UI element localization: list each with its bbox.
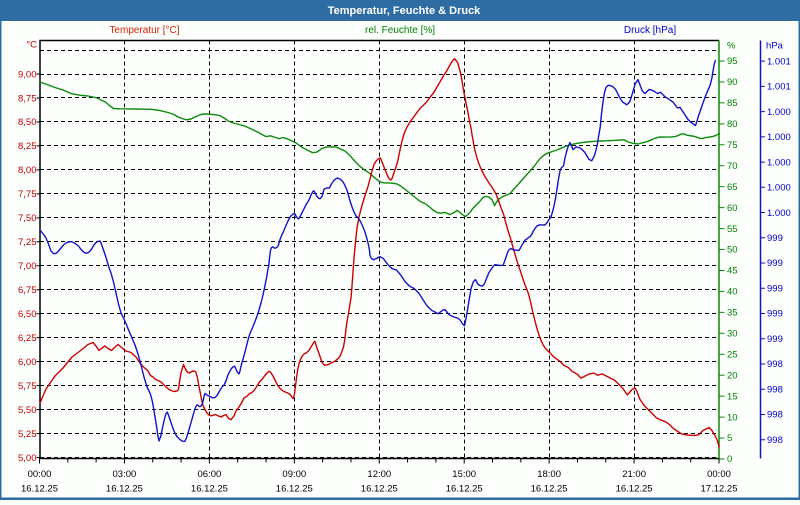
svg-text:70: 70 <box>727 161 738 172</box>
svg-text:85: 85 <box>727 98 738 109</box>
svg-text:7,50: 7,50 <box>18 213 37 224</box>
svg-text:1.000: 1.000 <box>767 157 791 168</box>
svg-text:06:00: 06:00 <box>198 469 222 480</box>
svg-text:999: 999 <box>767 258 783 269</box>
svg-text:8,25: 8,25 <box>18 141 37 152</box>
svg-text:°C: °C <box>26 40 37 51</box>
svg-text:25: 25 <box>727 350 738 361</box>
svg-text:1.000: 1.000 <box>767 183 791 194</box>
svg-text:95: 95 <box>727 56 738 67</box>
svg-text:5: 5 <box>727 433 732 444</box>
svg-text:7,75: 7,75 <box>18 189 37 200</box>
svg-text:12:00: 12:00 <box>367 469 391 480</box>
svg-text:%: % <box>727 41 736 52</box>
svg-text:50: 50 <box>727 245 738 256</box>
svg-text:Druck [hPa]: Druck [hPa] <box>624 25 676 36</box>
svg-text:16.12.25: 16.12.25 <box>21 484 58 495</box>
svg-text:Temperatur [°C]: Temperatur [°C] <box>109 25 179 36</box>
svg-text:5,00: 5,00 <box>18 453 37 464</box>
svg-text:16.12.25: 16.12.25 <box>531 484 568 495</box>
svg-text:03:00: 03:00 <box>113 469 137 480</box>
svg-text:60: 60 <box>727 203 738 214</box>
svg-text:0: 0 <box>727 454 732 465</box>
svg-text:999: 999 <box>767 233 783 244</box>
svg-text:30: 30 <box>727 329 738 340</box>
svg-text:15:00: 15:00 <box>452 469 476 480</box>
svg-text:80: 80 <box>727 119 738 130</box>
svg-text:998: 998 <box>767 435 783 446</box>
svg-text:09:00: 09:00 <box>282 469 306 480</box>
svg-text:6,50: 6,50 <box>18 309 37 320</box>
svg-text:16.12.25: 16.12.25 <box>446 484 483 495</box>
svg-text:16.12.25: 16.12.25 <box>361 484 398 495</box>
svg-text:40: 40 <box>727 287 738 298</box>
svg-text:10: 10 <box>727 412 738 423</box>
svg-text:999: 999 <box>767 309 783 320</box>
svg-text:998: 998 <box>767 385 783 396</box>
svg-text:hPa: hPa <box>766 41 784 52</box>
svg-text:8,75: 8,75 <box>18 93 37 104</box>
svg-text:00:00: 00:00 <box>28 469 52 480</box>
svg-text:21:00: 21:00 <box>622 469 646 480</box>
svg-text:5,50: 5,50 <box>18 405 37 416</box>
svg-text:16.12.25: 16.12.25 <box>191 484 228 495</box>
svg-text:998: 998 <box>767 359 783 370</box>
svg-text:55: 55 <box>727 224 738 235</box>
svg-text:1.000: 1.000 <box>767 107 791 118</box>
svg-text:5,25: 5,25 <box>18 429 37 440</box>
svg-text:16.12.25: 16.12.25 <box>616 484 653 495</box>
svg-text:6,00: 6,00 <box>18 357 37 368</box>
svg-text:15: 15 <box>727 391 738 402</box>
svg-text:8,50: 8,50 <box>18 117 37 128</box>
svg-text:Temperatur, Feuchte & Druck: Temperatur, Feuchte & Druck <box>328 5 481 17</box>
svg-text:9,00: 9,00 <box>18 69 37 80</box>
svg-text:90: 90 <box>727 77 738 88</box>
svg-text:1.001: 1.001 <box>767 56 791 67</box>
svg-text:rel. Feuchte [%]: rel. Feuchte [%] <box>365 25 435 36</box>
svg-text:5,75: 5,75 <box>18 381 37 392</box>
svg-text:18:00: 18:00 <box>537 469 561 480</box>
svg-text:7,25: 7,25 <box>18 237 37 248</box>
svg-text:75: 75 <box>727 140 738 151</box>
svg-text:1.000: 1.000 <box>767 208 791 219</box>
svg-text:1.001: 1.001 <box>767 82 791 93</box>
svg-text:16.12.25: 16.12.25 <box>276 484 313 495</box>
svg-text:8,00: 8,00 <box>18 165 37 176</box>
svg-text:20: 20 <box>727 370 738 381</box>
svg-text:65: 65 <box>727 182 738 193</box>
svg-text:6,25: 6,25 <box>18 333 37 344</box>
svg-text:17.12.25: 17.12.25 <box>701 484 738 495</box>
svg-text:6,75: 6,75 <box>18 285 37 296</box>
svg-text:35: 35 <box>727 308 738 319</box>
svg-text:7,00: 7,00 <box>18 261 37 272</box>
svg-text:999: 999 <box>767 334 783 345</box>
svg-text:45: 45 <box>727 266 738 277</box>
svg-text:16.12.25: 16.12.25 <box>106 484 143 495</box>
svg-text:00:00: 00:00 <box>707 469 731 480</box>
svg-text:998: 998 <box>767 410 783 421</box>
svg-text:1.000: 1.000 <box>767 132 791 143</box>
svg-text:999: 999 <box>767 284 783 295</box>
